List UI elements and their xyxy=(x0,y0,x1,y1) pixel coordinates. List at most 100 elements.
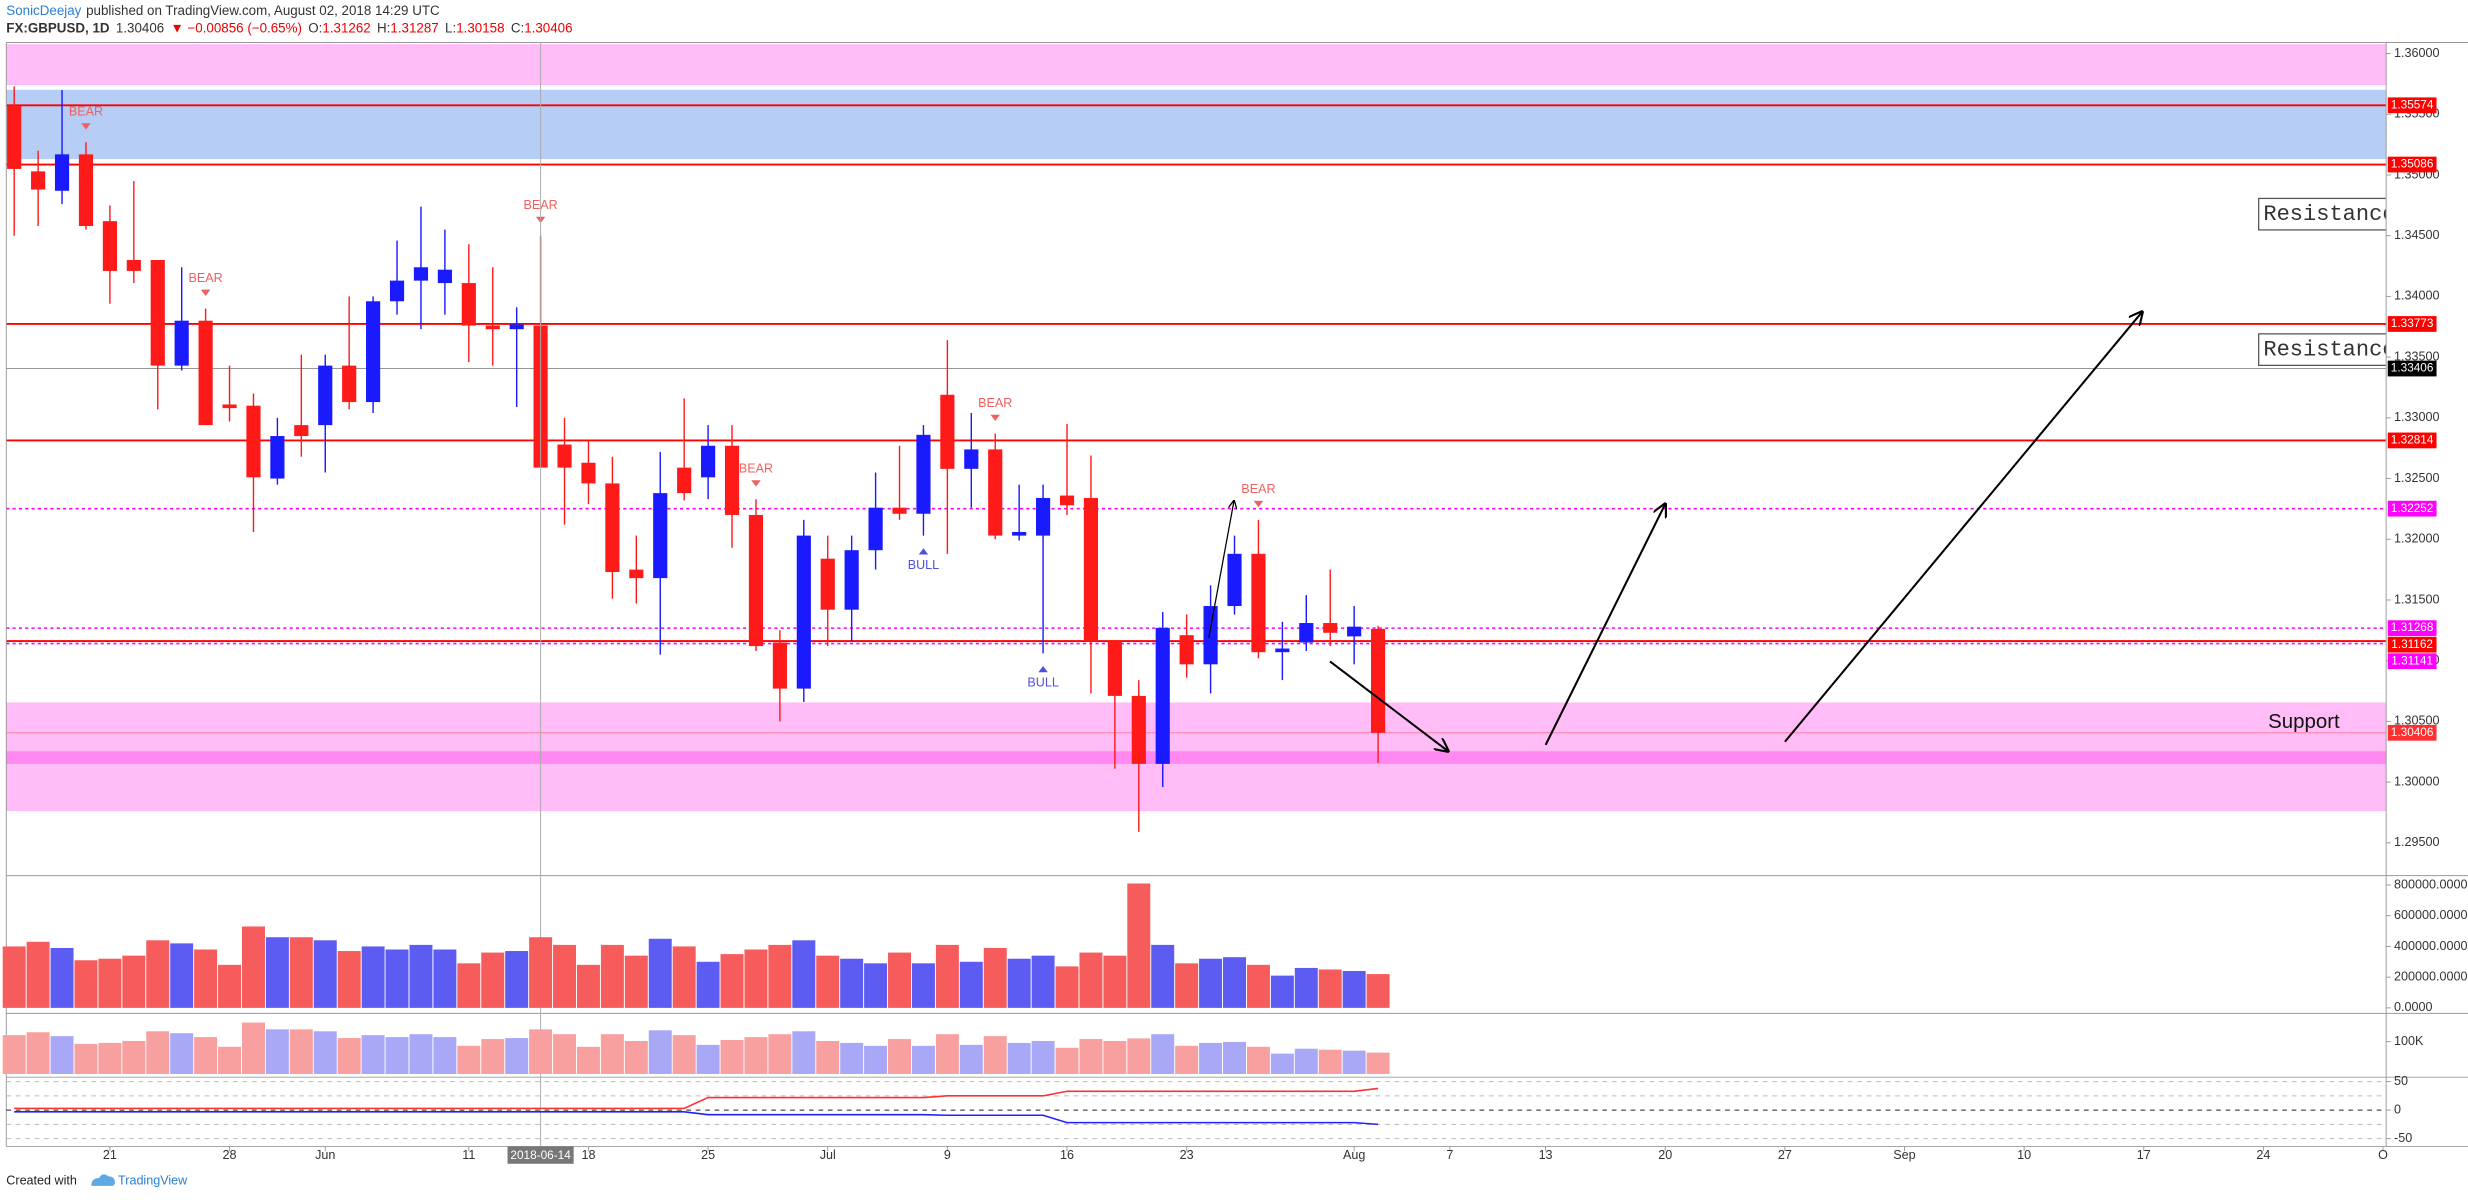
candle-body xyxy=(988,449,1003,536)
volume-bar xyxy=(696,961,720,1008)
volume-bar xyxy=(1223,1041,1246,1074)
volume-bar xyxy=(1175,1045,1199,1074)
x-tick-label: 23 xyxy=(1180,1148,1194,1162)
volume-bar xyxy=(313,1031,337,1074)
candle-body xyxy=(940,394,955,469)
candle-body xyxy=(54,154,70,191)
annotation: Support xyxy=(2268,710,2340,733)
candle-body xyxy=(1227,553,1242,607)
volume-bar xyxy=(241,1022,265,1074)
volume-bar xyxy=(1318,1049,1342,1074)
volume-bar xyxy=(409,1034,433,1074)
volume-bar xyxy=(1127,883,1151,1008)
candle-body xyxy=(126,259,141,271)
volume-bar xyxy=(959,1044,983,1074)
volume-bar xyxy=(433,1037,457,1074)
volume-bar xyxy=(2,1035,26,1074)
volume-bar xyxy=(768,944,792,1008)
volume-bar xyxy=(744,949,768,1008)
volume-bar xyxy=(289,937,313,1008)
volume-bar xyxy=(983,1036,1007,1074)
volume-bar xyxy=(576,964,600,1008)
volume-bar xyxy=(1294,1048,1318,1074)
candle-body xyxy=(1299,623,1314,643)
candle-body xyxy=(748,514,764,647)
candle-body xyxy=(1131,695,1146,764)
candle-body xyxy=(150,259,165,366)
x-tick-label: 17 xyxy=(2137,1148,2151,1162)
signal-arrow xyxy=(990,414,1000,422)
volume-bar xyxy=(361,1035,385,1074)
x-tick-label: 27 xyxy=(1778,1148,1792,1162)
ohlc-label: L: xyxy=(445,20,456,35)
crosshair-x-box xyxy=(507,1146,574,1164)
drawings xyxy=(1208,312,2142,751)
volume-bar xyxy=(241,926,265,1008)
volume-bar xyxy=(768,1034,792,1074)
volume-bar xyxy=(816,1040,840,1074)
author[interactable]: SonicDeejay xyxy=(6,3,81,18)
candle-body xyxy=(270,436,285,479)
level-box xyxy=(2387,97,2437,114)
candle-body xyxy=(1347,626,1362,637)
candle-body xyxy=(198,320,213,426)
signal-label: BULL xyxy=(1027,676,1058,690)
arrow xyxy=(1208,501,1234,638)
level-label: 1.31141 xyxy=(2391,653,2433,667)
candle-body xyxy=(653,493,668,579)
volume-bar xyxy=(505,1038,529,1074)
volume-bar xyxy=(1199,958,1223,1008)
arrow xyxy=(1329,660,1448,751)
volume-bar xyxy=(720,1040,744,1074)
volume-bar xyxy=(50,1036,74,1074)
volume-bar xyxy=(170,943,194,1008)
annotation-box xyxy=(2258,333,2387,366)
y-tick-label: 1.30500 xyxy=(2394,714,2439,728)
y-tick-label: 1.31500 xyxy=(2394,592,2439,606)
signal-label: BEAR xyxy=(69,105,103,119)
y-tick-label: 1.29500 xyxy=(2394,835,2439,849)
level-box xyxy=(2387,500,2437,517)
y-tick-label: 600000.0000 xyxy=(2394,908,2467,922)
candle-body xyxy=(1059,495,1075,506)
volume-bar xyxy=(433,949,457,1008)
crosshair-y-box xyxy=(2387,360,2437,377)
candle-body xyxy=(366,301,381,403)
indicator-line xyxy=(14,1087,1379,1110)
y-tick-label: 400000.0000 xyxy=(2394,939,2467,953)
candle-body xyxy=(557,444,572,468)
y-tick-label: 800000.0000 xyxy=(2394,877,2467,891)
volume-bar xyxy=(265,1029,289,1074)
plot-area: Resistance Resistance Support BEAR BEAR BEAR B… xyxy=(6,44,2387,832)
candle-body xyxy=(461,283,476,326)
volume-bar xyxy=(1151,1034,1175,1074)
candle-body xyxy=(342,365,357,403)
brand[interactable]: TradingView xyxy=(118,1173,188,1187)
candle-body xyxy=(1323,623,1338,633)
candle-body xyxy=(844,550,859,610)
brand-icon xyxy=(91,1174,115,1186)
x-tick-label: Sep xyxy=(1893,1148,1915,1162)
ohlc-value: 1.30158 xyxy=(456,20,504,35)
volume-bar xyxy=(50,947,74,1008)
candle-body xyxy=(1251,553,1266,653)
x-tick-label: 9 xyxy=(944,1148,951,1162)
volume-bar xyxy=(170,1033,194,1074)
candle-body xyxy=(701,445,716,478)
volume-bar xyxy=(122,955,146,1008)
annotation-box xyxy=(2258,197,2387,231)
x-tick-label: 11 xyxy=(462,1148,475,1162)
level-label: 1.35574 xyxy=(2391,97,2434,111)
ohlc-label: C: xyxy=(511,20,524,35)
volume-bar xyxy=(409,944,433,1008)
volume-bar xyxy=(313,940,337,1008)
volume-bar xyxy=(1007,1042,1031,1074)
x-tick-label: 25 xyxy=(701,1148,715,1162)
candle-body xyxy=(31,171,46,190)
signal-arrow xyxy=(200,289,211,296)
volume-bar xyxy=(194,949,218,1008)
y-tick-label: 1.36000 xyxy=(2394,46,2439,60)
volume-bar xyxy=(935,1034,959,1074)
